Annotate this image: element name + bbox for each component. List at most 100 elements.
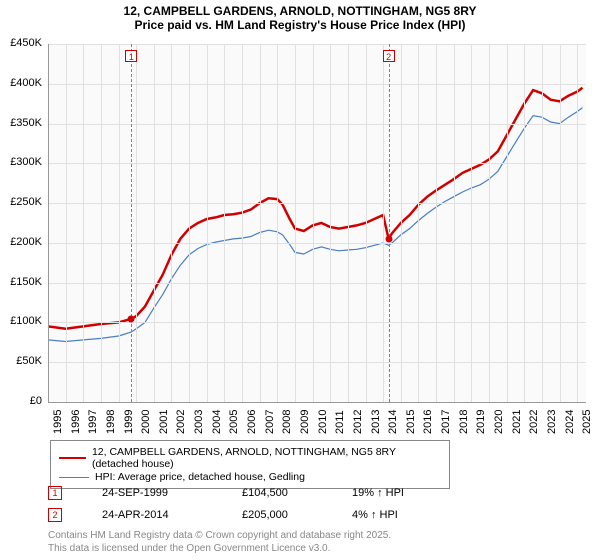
xtick-label: 1995 bbox=[52, 410, 64, 434]
sale-rel-1: 19% ↑ HPI bbox=[352, 487, 404, 499]
gridline-v bbox=[401, 44, 402, 402]
gridline-h bbox=[48, 44, 586, 45]
gridline-v bbox=[136, 44, 137, 402]
ytick-label: £150K bbox=[0, 276, 42, 288]
gridline-h bbox=[48, 362, 586, 363]
gridline-v bbox=[524, 44, 525, 402]
gridline-v bbox=[489, 44, 490, 402]
xtick-label: 2001 bbox=[158, 410, 170, 434]
xtick-label: 2004 bbox=[211, 410, 223, 434]
sale-marker-badge-2: 2 bbox=[48, 508, 62, 522]
xtick-label: 2016 bbox=[422, 410, 434, 434]
gridline-v bbox=[542, 44, 543, 402]
sale-marker-dot bbox=[385, 235, 392, 242]
gridline-v bbox=[295, 44, 296, 402]
xtick-label: 1999 bbox=[123, 410, 135, 434]
chart-title-line1: 12, CAMPBELL GARDENS, ARNOLD, NOTTINGHAM… bbox=[0, 0, 600, 18]
gridline-h bbox=[48, 283, 586, 284]
xtick-label: 2014 bbox=[387, 410, 399, 434]
sale-date-2: 24-APR-2014 bbox=[102, 509, 242, 521]
sale-price-2: £205,000 bbox=[242, 509, 352, 521]
xtick-label: 2008 bbox=[281, 410, 293, 434]
xtick-label: 2023 bbox=[546, 410, 558, 434]
chart-title-line2: Price paid vs. HM Land Registry's House … bbox=[0, 18, 600, 32]
gridline-v bbox=[189, 44, 190, 402]
gridline-v bbox=[260, 44, 261, 402]
gridline-v bbox=[507, 44, 508, 402]
gridline-v bbox=[330, 44, 331, 402]
chart-series-svg bbox=[48, 44, 586, 402]
ytick-label: £250K bbox=[0, 196, 42, 208]
gridline-v bbox=[313, 44, 314, 402]
gridline-v bbox=[383, 44, 384, 402]
xtick-label: 2006 bbox=[246, 410, 258, 434]
sale-marker-badge-1: 1 bbox=[48, 486, 62, 500]
gridline-v bbox=[83, 44, 84, 402]
gridline-v bbox=[348, 44, 349, 402]
sale-marker-dot bbox=[128, 315, 135, 322]
sale-marker-box: 2 bbox=[383, 50, 395, 62]
xtick-label: 2019 bbox=[475, 410, 487, 434]
gridline-h bbox=[48, 163, 586, 164]
xtick-label: 2007 bbox=[264, 410, 276, 434]
gridline-h bbox=[48, 84, 586, 85]
xtick-label: 2009 bbox=[299, 410, 311, 434]
gridline-h bbox=[48, 124, 586, 125]
xtick-label: 2010 bbox=[317, 410, 329, 434]
gridline-v bbox=[119, 44, 120, 402]
gridline-v bbox=[560, 44, 561, 402]
xtick-label: 2017 bbox=[440, 410, 452, 434]
gridline-v bbox=[454, 44, 455, 402]
xtick-label: 2000 bbox=[140, 410, 152, 434]
gridline-v bbox=[366, 44, 367, 402]
attribution-line-2: This data is licensed under the Open Gov… bbox=[48, 543, 391, 556]
attribution: Contains HM Land Registry data © Crown c… bbox=[48, 530, 391, 555]
legend-item-subject: 12, CAMPBELL GARDENS, ARNOLD, NOTTINGHAM… bbox=[59, 446, 441, 470]
sale-price-1: £104,500 bbox=[242, 487, 352, 499]
gridline-v bbox=[154, 44, 155, 402]
xtick-label: 2013 bbox=[370, 410, 382, 434]
gridline-v bbox=[224, 44, 225, 402]
gridline-h bbox=[48, 243, 586, 244]
gridline-v bbox=[577, 44, 578, 402]
sale-row-1: 1 24-SEP-1999 £104,500 19% ↑ HPI bbox=[48, 482, 404, 504]
gridline-v bbox=[436, 44, 437, 402]
xtick-label: 2003 bbox=[193, 410, 205, 434]
gridline-v bbox=[277, 44, 278, 402]
xtick-label: 1998 bbox=[105, 410, 117, 434]
ytick-label: £400K bbox=[0, 77, 42, 89]
chart-plot-area: 12 bbox=[48, 44, 586, 402]
sale-rel-2: 4% ↑ HPI bbox=[352, 509, 398, 521]
ytick-label: £100K bbox=[0, 315, 42, 327]
gridline-h bbox=[48, 322, 586, 323]
legend-swatch-hpi bbox=[59, 477, 89, 478]
sale-marker-box: 1 bbox=[125, 50, 137, 62]
ytick-label: £300K bbox=[0, 156, 42, 168]
xtick-label: 2002 bbox=[175, 410, 187, 434]
xtick-label: 2012 bbox=[352, 410, 364, 434]
gridline-v bbox=[171, 44, 172, 402]
gridline-v bbox=[418, 44, 419, 402]
gridline-v bbox=[207, 44, 208, 402]
xtick-label: 2020 bbox=[493, 410, 505, 434]
gridline-v bbox=[101, 44, 102, 402]
xtick-label: 1996 bbox=[70, 410, 82, 434]
axis-line bbox=[48, 44, 49, 402]
sales-table: 1 24-SEP-1999 £104,500 19% ↑ HPI 2 24-AP… bbox=[48, 482, 404, 526]
sale-marker-line bbox=[389, 44, 390, 402]
xtick-label: 2015 bbox=[405, 410, 417, 434]
legend-label-subject: 12, CAMPBELL GARDENS, ARNOLD, NOTTINGHAM… bbox=[92, 446, 441, 470]
gridline-h bbox=[48, 203, 586, 204]
ytick-label: £50K bbox=[0, 355, 42, 367]
xtick-label: 2011 bbox=[334, 410, 346, 434]
gridline-v bbox=[66, 44, 67, 402]
xtick-label: 2005 bbox=[228, 410, 240, 434]
attribution-line-1: Contains HM Land Registry data © Crown c… bbox=[48, 530, 391, 543]
sale-row-2: 2 24-APR-2014 £205,000 4% ↑ HPI bbox=[48, 504, 404, 526]
legend-swatch-subject bbox=[59, 457, 86, 459]
ytick-label: £350K bbox=[0, 117, 42, 129]
xtick-label: 2021 bbox=[511, 410, 523, 434]
sale-marker-line bbox=[131, 44, 132, 402]
xtick-label: 2024 bbox=[564, 410, 576, 434]
sale-date-1: 24-SEP-1999 bbox=[102, 487, 242, 499]
